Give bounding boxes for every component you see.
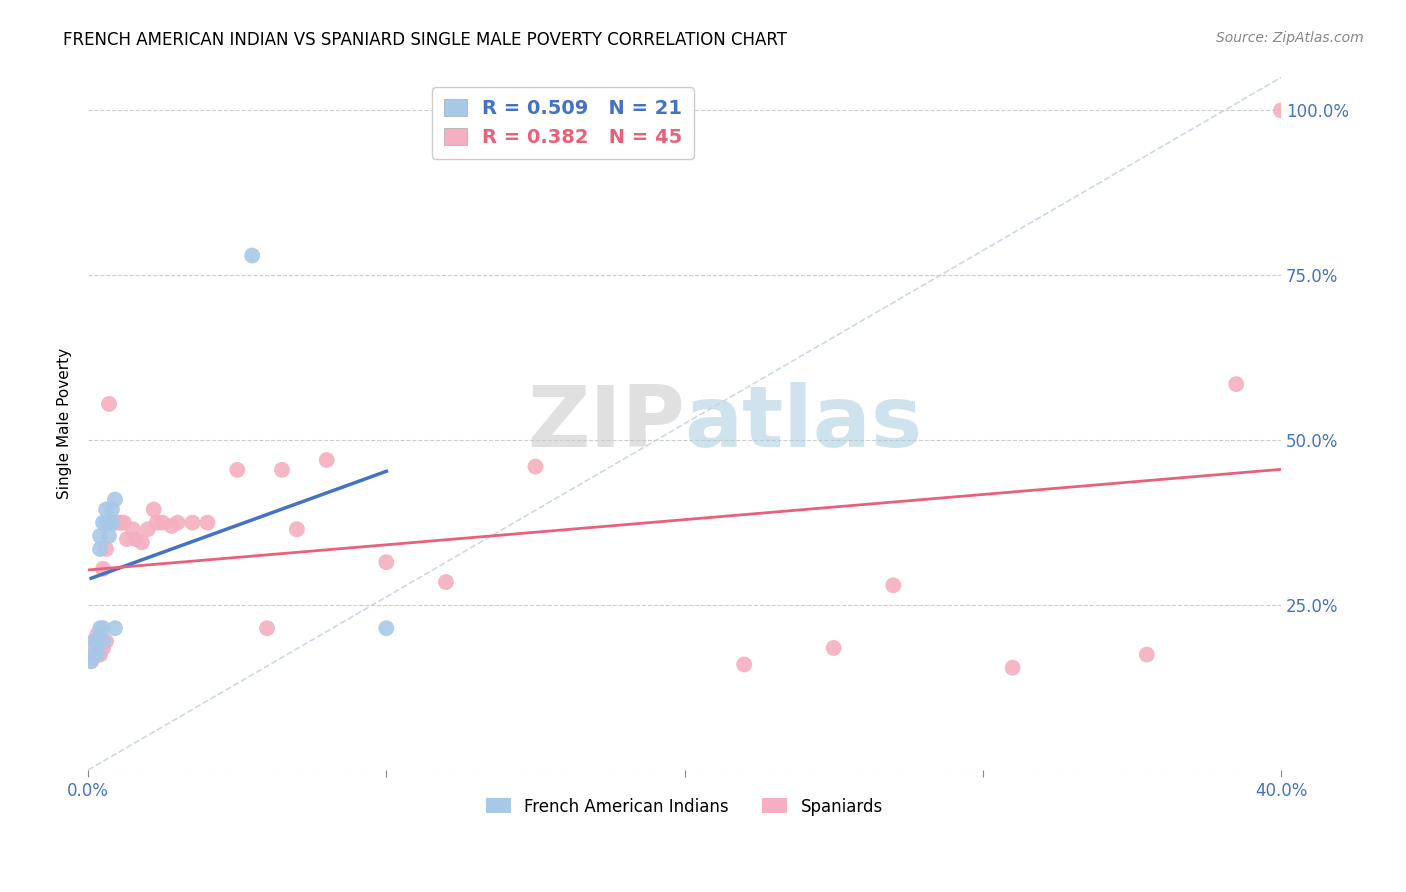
Point [98, 516, 121, 530]
Point [91, 621, 114, 635]
Point [1136, 648, 1159, 662]
Point [145, 516, 167, 530]
Point [271, 463, 294, 477]
Point [101, 516, 124, 530]
Point [89, 621, 111, 635]
Point [86, 634, 108, 648]
Text: Source: ZipAtlas.com: Source: ZipAtlas.com [1216, 31, 1364, 45]
Point [86, 640, 108, 655]
Legend: French American Indians, Spaniards: French American Indians, Spaniards [478, 789, 891, 824]
Point [375, 555, 398, 569]
Point [131, 535, 153, 549]
Y-axis label: Single Male Poverty: Single Male Poverty [58, 348, 72, 500]
Point [122, 522, 145, 536]
Point [94, 542, 117, 557]
Point [80, 654, 103, 668]
Point [91, 516, 114, 530]
Point [240, 248, 263, 262]
Text: ZIP: ZIP [527, 382, 685, 466]
Point [112, 516, 135, 530]
Point [89, 542, 111, 557]
Point [823, 640, 845, 655]
Point [434, 574, 457, 589]
Point [136, 522, 159, 536]
Point [226, 463, 249, 477]
Point [98, 529, 121, 543]
Point [80, 654, 103, 668]
Point [181, 516, 204, 530]
Point [89, 529, 111, 543]
Point [98, 397, 121, 411]
Point [101, 502, 124, 516]
Point [89, 648, 111, 662]
Point [197, 516, 219, 530]
Point [101, 516, 124, 530]
Point [91, 634, 114, 648]
Point [882, 578, 904, 592]
Point [94, 634, 117, 648]
Point [83, 634, 105, 648]
Point [1001, 661, 1024, 675]
Text: FRENCH AMERICAN INDIAN VS SPANIARD SINGLE MALE POVERTY CORRELATION CHART: FRENCH AMERICAN INDIAN VS SPANIARD SINGL… [63, 31, 787, 49]
Point [375, 621, 398, 635]
Point [83, 648, 105, 662]
Point [86, 628, 108, 642]
Point [80, 648, 103, 662]
Text: atlas: atlas [685, 382, 922, 466]
Point [733, 657, 755, 672]
Point [524, 459, 547, 474]
Point [94, 502, 117, 516]
Point [315, 453, 337, 467]
Point [94, 516, 117, 530]
Point [104, 516, 127, 530]
Point [160, 519, 183, 533]
Point [152, 516, 174, 530]
Point [142, 502, 165, 516]
Point [115, 532, 138, 546]
Point [256, 621, 278, 635]
Point [104, 492, 127, 507]
Point [91, 640, 114, 655]
Point [86, 648, 108, 662]
Point [166, 516, 188, 530]
Point [1270, 103, 1292, 118]
Point [83, 648, 105, 662]
Point [285, 522, 308, 536]
Point [107, 516, 129, 530]
Point [89, 634, 111, 648]
Point [1225, 377, 1247, 392]
Point [110, 516, 132, 530]
Point [83, 634, 105, 648]
Point [104, 621, 127, 635]
Point [91, 562, 114, 576]
Point [125, 532, 148, 546]
